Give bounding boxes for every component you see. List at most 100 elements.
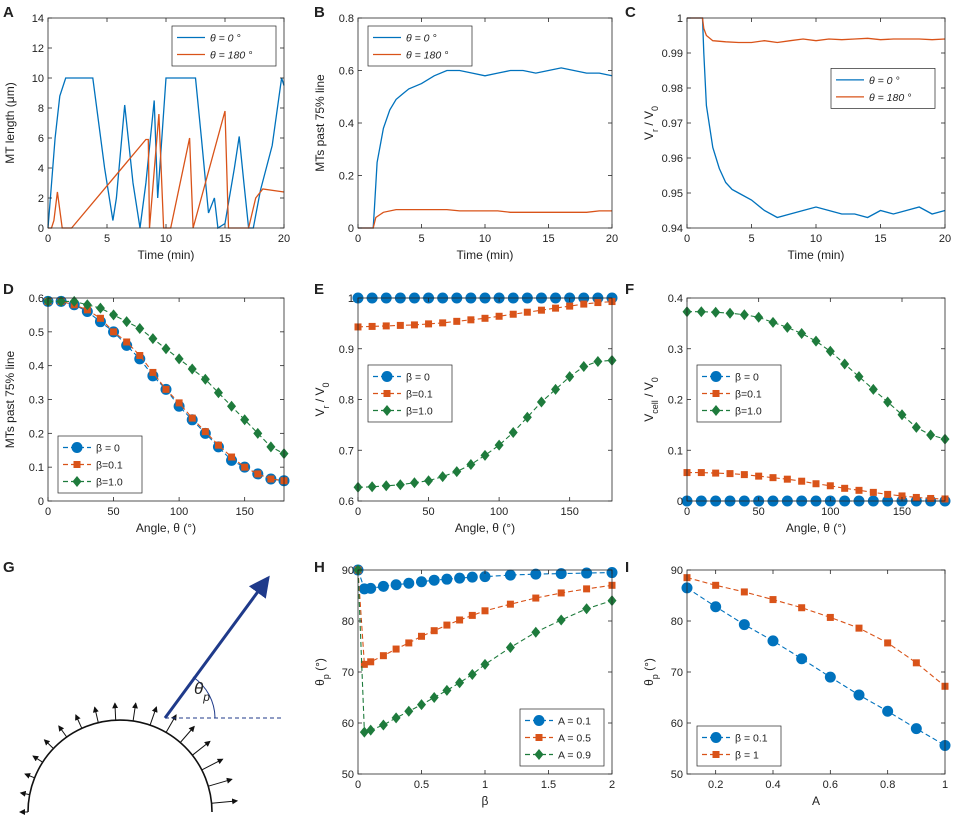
schematic-g: θp bbox=[19, 575, 283, 815]
data-point bbox=[912, 493, 920, 501]
force-arrow bbox=[19, 790, 30, 797]
x-tick-label: 5 bbox=[418, 233, 424, 245]
x-tick-label: 50 bbox=[107, 506, 119, 518]
data-point bbox=[441, 573, 453, 585]
legend: β = 0.1 β = 1 bbox=[696, 725, 782, 767]
force-arrow bbox=[179, 725, 195, 743]
y-tick-label: 0.99 bbox=[662, 48, 683, 60]
data-point bbox=[480, 658, 490, 670]
data-point bbox=[241, 463, 249, 471]
data-point bbox=[769, 596, 777, 604]
y-axis-label: θp (°) bbox=[313, 658, 331, 686]
legend-label: A = 0.5 bbox=[558, 733, 591, 745]
data-point bbox=[712, 469, 720, 477]
data-point bbox=[136, 352, 144, 360]
legend-box bbox=[171, 25, 277, 67]
legend-label: θ = 180 ° bbox=[210, 50, 252, 62]
x-tick-label: 5 bbox=[104, 233, 110, 245]
data-point bbox=[494, 439, 504, 451]
data-point bbox=[253, 427, 263, 439]
data-point bbox=[425, 320, 433, 328]
y-tick-label: 0.7 bbox=[339, 445, 354, 457]
y-tick-label: 0.6 bbox=[339, 66, 354, 78]
x-tick-label: 20 bbox=[278, 233, 290, 245]
data-point bbox=[417, 699, 426, 711]
data-point bbox=[912, 659, 920, 667]
data-point bbox=[161, 343, 171, 355]
y-tick-label: 14 bbox=[32, 13, 44, 25]
data-point bbox=[884, 490, 892, 498]
legend-marker bbox=[382, 404, 392, 416]
data-point bbox=[368, 322, 376, 330]
data-point bbox=[910, 723, 922, 735]
x-tick-label: 0 bbox=[45, 506, 51, 518]
data-point bbox=[404, 705, 414, 717]
angle-label: θp bbox=[194, 679, 210, 704]
data-point bbox=[377, 580, 389, 592]
data-point bbox=[798, 604, 806, 612]
series-line-b-1 bbox=[358, 208, 612, 229]
series-line-b-0 bbox=[358, 67, 613, 229]
data-point bbox=[405, 639, 413, 647]
legend-label: θ = 180 ° bbox=[869, 92, 911, 104]
y-tick-label: 8 bbox=[38, 103, 44, 115]
data-point bbox=[583, 585, 591, 593]
legend-label: θ = 0 ° bbox=[406, 33, 437, 45]
data-point bbox=[56, 295, 66, 307]
data-point bbox=[536, 396, 546, 408]
series-line-i-1 bbox=[686, 577, 946, 687]
data-point bbox=[711, 306, 721, 318]
data-point bbox=[468, 611, 476, 619]
x-tick-label: 100 bbox=[821, 506, 839, 518]
data-point bbox=[505, 642, 515, 654]
data-point bbox=[726, 470, 734, 478]
data-point bbox=[228, 453, 236, 461]
data-point bbox=[555, 568, 567, 580]
data-point bbox=[424, 475, 434, 487]
legend-label: β = 1 bbox=[735, 750, 759, 762]
x-tick-label: 1 bbox=[482, 779, 488, 791]
data-point bbox=[882, 705, 894, 717]
legend-marker bbox=[383, 389, 391, 397]
legend-label: θ = 0 ° bbox=[869, 75, 900, 87]
data-point bbox=[109, 309, 119, 321]
chart-b: 0 5 10 15 20 0 0.2 0.4 0.6 0.8 Time (min) MTs past … bbox=[313, 13, 618, 262]
x-tick-label: 0 bbox=[684, 233, 690, 245]
data-point bbox=[481, 607, 489, 615]
force-arrow bbox=[201, 758, 224, 771]
data-point bbox=[442, 684, 452, 696]
data-point bbox=[466, 571, 478, 583]
data-point bbox=[841, 484, 849, 492]
x-axis-label: Angle, θ (°) bbox=[455, 521, 515, 535]
y-tick-label: 0.6 bbox=[29, 293, 44, 305]
data-point bbox=[188, 414, 196, 422]
data-point bbox=[254, 470, 262, 478]
data-point bbox=[739, 309, 749, 321]
x-tick-label: 150 bbox=[893, 506, 911, 518]
y-axis-label: MTs past 75% line bbox=[313, 74, 327, 172]
legend-label: β=0.1 bbox=[406, 388, 433, 400]
data-point bbox=[696, 306, 706, 318]
legend-label: β=0.1 bbox=[735, 388, 762, 400]
data-point bbox=[812, 480, 820, 488]
data-point bbox=[122, 316, 132, 328]
y-tick-label: 0 bbox=[38, 223, 44, 235]
data-point bbox=[391, 712, 401, 724]
data-point bbox=[581, 567, 593, 579]
force-arrow bbox=[24, 773, 35, 779]
data-point bbox=[438, 471, 448, 483]
data-point bbox=[82, 299, 92, 311]
x-axis-label: β bbox=[482, 794, 489, 808]
data-point bbox=[754, 311, 764, 323]
data-point bbox=[267, 475, 275, 483]
data-point bbox=[443, 621, 451, 629]
chart-c: 0 5 10 15 20 0.94 0.95 0.96 0.97 0.98 0.99 1 Time (m… bbox=[642, 13, 951, 262]
legend: β = 0 β=0.1 β=1.0 bbox=[367, 364, 453, 423]
data-point bbox=[532, 594, 540, 602]
x-tick-label: 100 bbox=[490, 506, 508, 518]
data-point bbox=[95, 302, 105, 314]
data-point bbox=[418, 632, 425, 640]
legend-label: β=1.0 bbox=[735, 405, 762, 417]
